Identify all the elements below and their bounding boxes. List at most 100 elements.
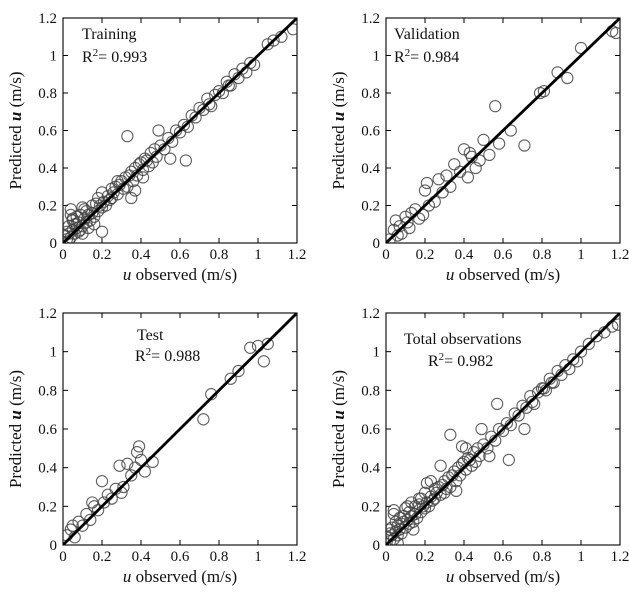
panel-training: 0 0.2 0.4 0.6 0.8 1 1.2 0 0.2 0.4 0.6 0.8 1 1.2 Traini… <box>6 11 306 284</box>
y-tick-label: 1 <box>50 49 58 65</box>
x-axis-unit: observed (m/s) <box>131 567 237 586</box>
y-tick-label: 0 <box>50 538 58 554</box>
x-tick-label: 0 <box>59 247 67 263</box>
data-point <box>208 88 222 102</box>
y-tick-label: 0.2 <box>38 499 57 515</box>
x-tick-label: 0.2 <box>93 247 112 263</box>
data-point <box>407 523 420 536</box>
fit-line <box>63 18 297 243</box>
y-axis-prefix: Predicted <box>329 121 348 189</box>
data-point <box>518 422 531 436</box>
y-tick-label: 0.6 <box>361 124 380 140</box>
x-axis-label: u observed (m/s) <box>446 265 560 284</box>
panel-validation: 0 0.2 0.4 0.6 0.8 1 1.2 0 0.2 0.4 0.6 0.8 1 1.2 Valida… <box>329 11 629 284</box>
data-point <box>125 469 138 482</box>
data-point <box>224 372 237 385</box>
x-tick-label: 1.2 <box>611 549 629 565</box>
r-squared-symbol: R <box>135 348 146 365</box>
data-point <box>455 440 469 453</box>
data-point <box>76 519 89 532</box>
x-tick-label: 0.4 <box>132 549 151 565</box>
data-point <box>222 79 235 92</box>
fit-line <box>386 18 620 243</box>
y-axis-prefix: Predicted <box>6 420 25 488</box>
data-points <box>386 24 620 243</box>
data-point <box>125 191 138 205</box>
y-tick-label: 0.2 <box>38 199 57 215</box>
r-squared-value: = 0.984 <box>410 49 459 66</box>
x-tick-label: 0.4 <box>132 247 151 263</box>
data-point <box>483 449 496 463</box>
x-axis-variable: u <box>123 265 132 284</box>
y-axis-label: Predicted u (m/s) <box>6 370 25 488</box>
panel-label: Validation <box>394 26 460 43</box>
data-point <box>611 318 620 331</box>
data-point <box>88 218 101 231</box>
data-point <box>179 154 192 167</box>
r-squared-annotation: R2= 0.993 <box>82 47 147 66</box>
data-point <box>95 475 109 488</box>
data-point <box>136 171 150 184</box>
data-point <box>434 459 447 472</box>
x-tick-label: 0.8 <box>533 549 552 565</box>
data-point <box>420 176 434 190</box>
data-point <box>537 84 551 98</box>
r-squared-symbol: R <box>428 353 439 370</box>
y-axis-unit: (m/s) <box>6 370 25 410</box>
y-tick-label: 0.8 <box>361 383 380 399</box>
data-point <box>412 492 426 505</box>
x-axis-label: u observed (m/s) <box>123 567 237 586</box>
fit-line <box>386 313 620 545</box>
y-tick-label: 0.8 <box>361 86 380 102</box>
y-axis-variable: u <box>6 410 25 419</box>
x-tick-label: 0 <box>382 549 390 565</box>
y-tick-label: 1.2 <box>361 11 380 27</box>
data-point <box>91 504 105 517</box>
x-tick-label: 0.6 <box>171 549 190 565</box>
x-tick-label: 0.6 <box>171 247 190 263</box>
y-tick-label: 0 <box>50 236 58 252</box>
data-point <box>64 208 77 222</box>
y-tick-label: 1.2 <box>38 306 57 322</box>
r-squared-exponent: 2 <box>146 346 152 358</box>
data-point <box>420 476 434 490</box>
panel-test: 0 0.2 0.4 0.6 0.8 1 1.2 0 0.2 0.4 0.6 0.8 1 1.2 Test R2… <box>6 306 306 586</box>
data-point <box>152 124 165 137</box>
data-point <box>93 199 107 212</box>
data-point <box>244 341 257 354</box>
data-point <box>432 173 445 186</box>
x-axis-unit: observed (m/s) <box>454 567 560 586</box>
y-tick-label: 0.4 <box>38 161 57 177</box>
data-point <box>111 174 124 188</box>
x-axis-variable: u <box>446 567 455 586</box>
r-squared-value: = 0.993 <box>98 49 147 66</box>
r-squared-annotation: R2= 0.988 <box>135 346 200 365</box>
data-point <box>448 158 461 171</box>
data-point <box>450 484 463 498</box>
data-point <box>164 152 177 165</box>
y-axis-variable: u <box>6 112 25 121</box>
panel-label: Test <box>137 327 164 344</box>
x-tick-label: 0.4 <box>455 247 474 263</box>
r-squared-value: = 0.988 <box>151 348 200 365</box>
data-point <box>526 395 539 409</box>
data-point <box>66 519 79 532</box>
x-tick-label: 0.2 <box>416 549 435 565</box>
data-point <box>418 184 432 197</box>
y-tick-label: 0 <box>373 236 381 252</box>
r-squared-value: = 0.982 <box>444 353 493 370</box>
data-point <box>444 428 457 441</box>
data-point <box>128 184 142 197</box>
data-point <box>399 521 412 534</box>
y-tick-label: 0.4 <box>361 161 380 177</box>
x-tick-label: 0.8 <box>210 549 229 565</box>
data-point <box>463 146 476 160</box>
data-point <box>414 505 428 519</box>
x-axis-unit: observed (m/s) <box>454 265 560 284</box>
y-axis-unit: (m/s) <box>329 71 348 111</box>
r-squared-annotation: R2= 0.984 <box>394 47 459 66</box>
data-point <box>582 337 595 351</box>
data-point <box>502 453 515 467</box>
x-tick-label: 0 <box>59 549 67 565</box>
